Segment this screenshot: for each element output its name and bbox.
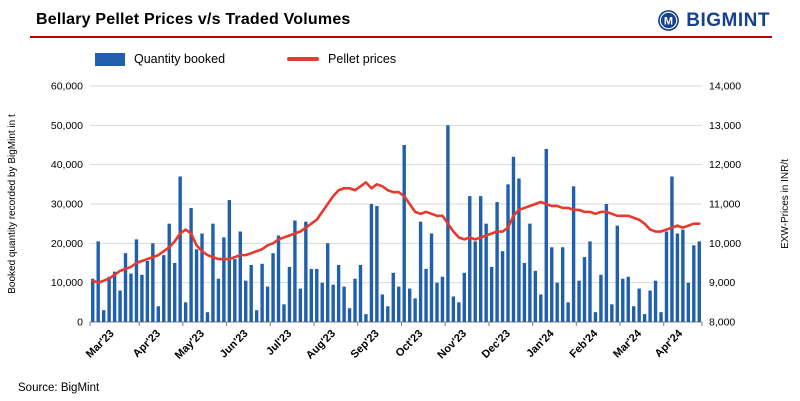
bigmint-logo: M BIGMINT [657,9,770,32]
svg-text:12,000: 12,000 [709,159,741,171]
right-axis-title: EXW-Prices in INR/t [780,159,791,249]
legend-line-swatch [287,57,320,61]
svg-text:May'23: May'23 [173,328,207,362]
legend-item-quantity: Quantity booked [95,52,225,66]
svg-text:8,000: 8,000 [709,317,735,329]
source-note: Source: BigMint [18,382,100,394]
svg-text:Aug'23: Aug'23 [304,328,338,362]
legend-label-quantity: Quantity booked [134,52,226,66]
bigmint-logo-text: BIGMINT [686,9,770,31]
price-line [91,181,701,284]
svg-text:Dec'23: Dec'23 [480,328,513,361]
legend-bar-swatch [95,52,125,66]
legend-item-prices: Pellet prices [287,52,396,66]
svg-text:0: 0 [77,317,83,329]
legend-label-prices: Pellet prices [328,52,397,66]
page-title: Bellary Pellet Prices v/s Traded Volumes [36,11,351,28]
svg-text:Apr'24: Apr'24 [653,327,686,360]
left-axis-title: Booked quantity recorded by BigMint in t [7,114,18,294]
x-axis-labels: Mar'23 Apr'23 May'23 Jun'23 Jul'23 Aug'23 Sep'… [84,322,703,362]
svg-text:20,000: 20,000 [51,238,83,250]
svg-text:Jul'23: Jul'23 [264,328,294,358]
svg-text:14,000: 14,000 [709,81,741,93]
combo-chart: 0 10,000 20,000 30,000 40,000 50,000 60,000 Boo… [7,81,791,362]
svg-text:9,000: 9,000 [709,277,735,289]
svg-text:13,000: 13,000 [709,120,741,132]
svg-text:60,000: 60,000 [51,81,83,93]
right-axis-labels: 8,000 9,000 10,000 11,000 12,000 13,000 14,000 [709,81,741,329]
chart-area: 0 10,000 20,000 30,000 40,000 50,000 60,000 Boo… [0,78,800,370]
svg-text:Jun'23: Jun'23 [218,328,251,361]
svg-text:10,000: 10,000 [51,277,83,289]
title-underline [30,36,772,38]
left-axis-labels: 0 10,000 20,000 30,000 40,000 50,000 60,000 [51,81,83,329]
svg-text:Feb'24: Feb'24 [567,327,600,360]
svg-text:Nov'23: Nov'23 [435,328,469,362]
svg-text:Oct'23: Oct'23 [393,328,425,360]
svg-text:Sep'23: Sep'23 [348,328,381,361]
svg-text:40,000: 40,000 [51,159,83,171]
svg-text:11,000: 11,000 [709,199,740,211]
svg-text:10,000: 10,000 [709,238,741,250]
chart-legend: Quantity booked Pellet prices [95,52,396,66]
bigmint-logo-icon: M [658,10,680,31]
svg-text:M: M [664,16,673,28]
svg-text:50,000: 50,000 [51,120,83,132]
svg-text:Mar'23: Mar'23 [84,328,117,361]
svg-text:Apr'23: Apr'23 [131,328,163,360]
quantity-bars [91,125,701,322]
svg-text:Jan'24: Jan'24 [524,327,557,360]
svg-text:Mar'24: Mar'24 [611,327,644,360]
svg-text:30,000: 30,000 [51,199,83,211]
